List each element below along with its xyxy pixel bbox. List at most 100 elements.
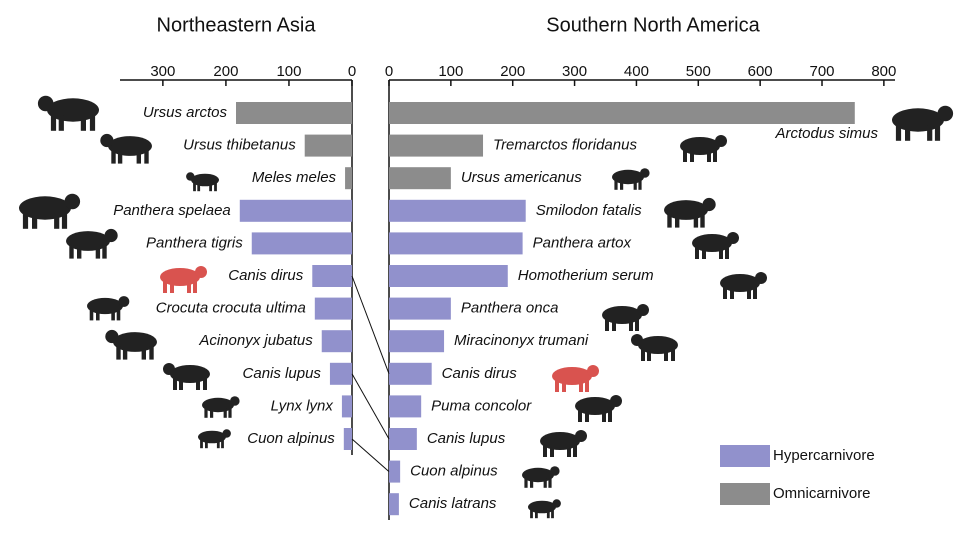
icon-head xyxy=(637,304,649,316)
x-tick-label: 0 xyxy=(348,63,356,80)
icon-leg xyxy=(530,509,533,519)
icon-leg xyxy=(95,245,101,259)
icon-head xyxy=(702,197,716,212)
icon-leg xyxy=(555,380,559,392)
link-line xyxy=(351,438,390,472)
category-label: Meles meles xyxy=(252,169,337,186)
icon-leg xyxy=(32,213,38,229)
animal-icon xyxy=(198,429,231,449)
x-tick-label: 300 xyxy=(150,63,175,80)
bar xyxy=(314,297,352,320)
icon-leg xyxy=(61,213,68,229)
icon-head xyxy=(937,105,954,122)
icon-leg xyxy=(573,445,577,457)
panel-title: Southern North America xyxy=(546,14,760,36)
icon-head xyxy=(640,168,650,178)
category-label: Crocuta crocuta ultima xyxy=(156,300,306,317)
animal-icon xyxy=(160,266,207,293)
category-label: Canis latrans xyxy=(409,495,497,512)
icon-leg xyxy=(585,410,589,422)
animal-icon xyxy=(552,365,599,392)
icon-leg xyxy=(550,445,554,457)
icon-leg xyxy=(647,349,651,361)
animal-icon xyxy=(87,296,130,321)
icon-leg xyxy=(602,410,606,422)
icon-leg xyxy=(524,478,528,488)
icon-head xyxy=(104,228,118,243)
animal-icon xyxy=(892,105,954,141)
x-tick-label: 0 xyxy=(385,63,393,80)
icon-leg xyxy=(551,509,554,519)
icon-leg xyxy=(683,150,687,162)
icon-leg xyxy=(629,319,633,331)
icon-head xyxy=(186,172,195,181)
animal-icon xyxy=(664,197,716,228)
icon-leg xyxy=(608,410,612,422)
category-label: Panthera tigris xyxy=(146,234,243,251)
icon-leg xyxy=(585,380,589,392)
category-label: Ursus americanus xyxy=(461,169,582,186)
icon-head xyxy=(727,232,739,244)
icon-leg xyxy=(111,309,115,321)
category-label: Acinonyx jubatus xyxy=(198,332,313,349)
animal-icon xyxy=(522,466,560,488)
icon-leg xyxy=(54,213,60,229)
icon-leg xyxy=(187,281,191,293)
icon-leg xyxy=(747,287,751,299)
icon-leg xyxy=(702,247,706,259)
icon-leg xyxy=(614,180,618,190)
x-tick-label: 100 xyxy=(438,63,463,80)
icon-leg xyxy=(730,287,734,299)
category-label: Canis dirus xyxy=(442,365,518,382)
icon-leg xyxy=(173,378,177,390)
icon-leg xyxy=(620,180,624,190)
icon-leg xyxy=(170,281,174,293)
x-tick-label: 700 xyxy=(809,63,834,80)
x-tick-label: 300 xyxy=(562,63,587,80)
animal-icon xyxy=(66,228,118,259)
icon-leg xyxy=(122,346,128,360)
icon-leg xyxy=(895,125,902,141)
icon-leg xyxy=(713,150,717,162)
icon-leg xyxy=(204,408,208,418)
bar xyxy=(389,232,523,255)
icon-leg xyxy=(723,287,727,299)
animal-icon xyxy=(692,232,739,259)
icon-leg xyxy=(633,180,637,190)
icon-head xyxy=(105,329,119,344)
icon-leg xyxy=(210,408,214,418)
icon-leg xyxy=(719,247,723,259)
icon-head xyxy=(587,365,599,377)
animal-icon xyxy=(100,133,152,164)
icon-leg xyxy=(546,509,550,519)
bar xyxy=(236,102,352,124)
icon-leg xyxy=(80,115,86,131)
icon-leg xyxy=(223,408,227,418)
icon-leg xyxy=(69,245,74,259)
icon-leg xyxy=(141,346,146,360)
icon-head xyxy=(631,334,643,346)
bar xyxy=(389,395,422,418)
icon-leg xyxy=(149,346,154,360)
icon-leg xyxy=(641,349,645,361)
icon-leg xyxy=(209,182,212,192)
icon-leg xyxy=(671,349,675,361)
icon-leg xyxy=(193,182,196,192)
icon-leg xyxy=(543,445,547,457)
category-label: Canis dirus xyxy=(228,267,304,284)
animal-icon xyxy=(540,430,587,457)
icon-leg xyxy=(50,115,57,131)
icon-head xyxy=(118,296,130,307)
icon-leg xyxy=(934,125,941,141)
icon-leg xyxy=(695,247,699,259)
animal-icon xyxy=(720,272,767,299)
x-tick-label: 100 xyxy=(276,63,301,80)
icon-leg xyxy=(667,214,672,228)
category-label: Tremarctos floridanus xyxy=(493,137,637,154)
icon-leg xyxy=(707,150,711,162)
legend-swatch xyxy=(720,483,770,505)
category-label: Cuon alpinus xyxy=(247,430,335,447)
icon-leg xyxy=(605,319,609,331)
icon-head xyxy=(100,133,114,148)
